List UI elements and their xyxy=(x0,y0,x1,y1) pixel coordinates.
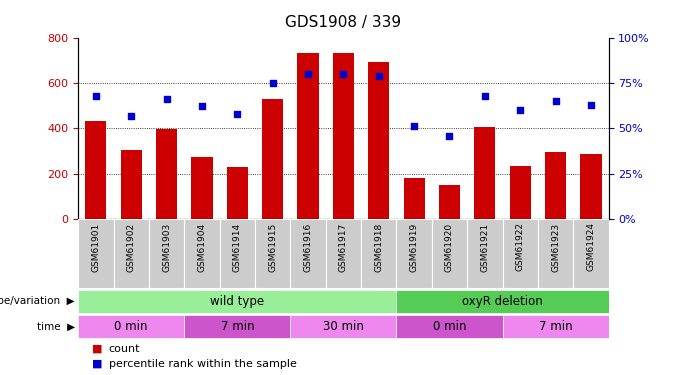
Point xyxy=(338,71,349,77)
Bar xyxy=(333,53,354,219)
Text: oxyR deletion: oxyR deletion xyxy=(462,295,543,307)
Point xyxy=(444,132,455,138)
Bar xyxy=(290,315,396,338)
Bar xyxy=(114,219,149,288)
Bar xyxy=(474,127,496,219)
Point xyxy=(303,71,313,77)
Bar xyxy=(396,290,609,313)
Text: GSM61922: GSM61922 xyxy=(515,222,525,272)
Bar xyxy=(220,219,255,288)
Point xyxy=(550,98,561,104)
Bar xyxy=(78,219,114,288)
Text: GSM61915: GSM61915 xyxy=(268,222,277,272)
Bar xyxy=(297,53,319,219)
Bar xyxy=(545,152,566,219)
Bar xyxy=(255,219,290,288)
Text: GSM61920: GSM61920 xyxy=(445,222,454,272)
Point xyxy=(479,93,490,99)
Text: GSM61918: GSM61918 xyxy=(374,222,384,272)
Text: 30 min: 30 min xyxy=(323,320,364,333)
Point xyxy=(197,104,207,110)
Bar xyxy=(467,219,503,288)
Text: GSM61923: GSM61923 xyxy=(551,222,560,272)
Bar xyxy=(290,219,326,288)
Point xyxy=(373,73,384,79)
Bar xyxy=(226,167,248,219)
Text: percentile rank within the sample: percentile rank within the sample xyxy=(109,359,296,369)
Point xyxy=(126,112,137,118)
Bar xyxy=(262,99,284,219)
Bar xyxy=(432,219,467,288)
Bar xyxy=(396,315,503,338)
Bar xyxy=(191,157,213,219)
Text: 7 min: 7 min xyxy=(220,320,254,333)
Bar xyxy=(184,219,220,288)
Point xyxy=(232,111,243,117)
Point xyxy=(585,102,596,108)
Bar xyxy=(184,315,290,338)
Bar xyxy=(509,166,531,219)
Point xyxy=(161,96,172,102)
Bar xyxy=(403,178,425,219)
Bar xyxy=(396,219,432,288)
Bar xyxy=(503,315,609,338)
Bar xyxy=(538,219,573,288)
Text: ■: ■ xyxy=(92,359,102,369)
Bar xyxy=(120,150,142,219)
Text: 7 min: 7 min xyxy=(539,320,573,333)
Text: GSM61917: GSM61917 xyxy=(339,222,348,272)
Text: GSM61903: GSM61903 xyxy=(162,222,171,272)
Bar xyxy=(361,219,396,288)
Text: time  ▶: time ▶ xyxy=(37,322,75,332)
Bar xyxy=(78,315,184,338)
Point xyxy=(90,93,101,99)
Text: 0 min: 0 min xyxy=(114,320,148,333)
Bar xyxy=(156,129,177,219)
Point xyxy=(515,107,526,113)
Bar xyxy=(78,290,396,313)
Text: genotype/variation  ▶: genotype/variation ▶ xyxy=(0,296,75,306)
Bar xyxy=(85,122,107,219)
Text: GSM61919: GSM61919 xyxy=(409,222,419,272)
Text: GDS1908 / 339: GDS1908 / 339 xyxy=(286,15,401,30)
Text: ■: ■ xyxy=(92,344,102,354)
Bar xyxy=(580,154,602,219)
Text: GSM61901: GSM61901 xyxy=(91,222,101,272)
Text: 0 min: 0 min xyxy=(432,320,466,333)
Text: GSM61904: GSM61904 xyxy=(197,222,207,272)
Point xyxy=(409,123,420,129)
Text: GSM61916: GSM61916 xyxy=(303,222,313,272)
Text: wild type: wild type xyxy=(210,295,265,307)
Bar xyxy=(573,219,609,288)
Bar xyxy=(368,63,390,219)
Text: GSM61902: GSM61902 xyxy=(126,222,136,272)
Text: GSM61924: GSM61924 xyxy=(586,222,596,272)
Point xyxy=(267,80,278,86)
Text: GSM61914: GSM61914 xyxy=(233,222,242,272)
Bar xyxy=(326,219,361,288)
Bar xyxy=(149,219,184,288)
Bar xyxy=(503,219,538,288)
Text: count: count xyxy=(109,344,140,354)
Bar xyxy=(439,185,460,219)
Text: GSM61921: GSM61921 xyxy=(480,222,490,272)
